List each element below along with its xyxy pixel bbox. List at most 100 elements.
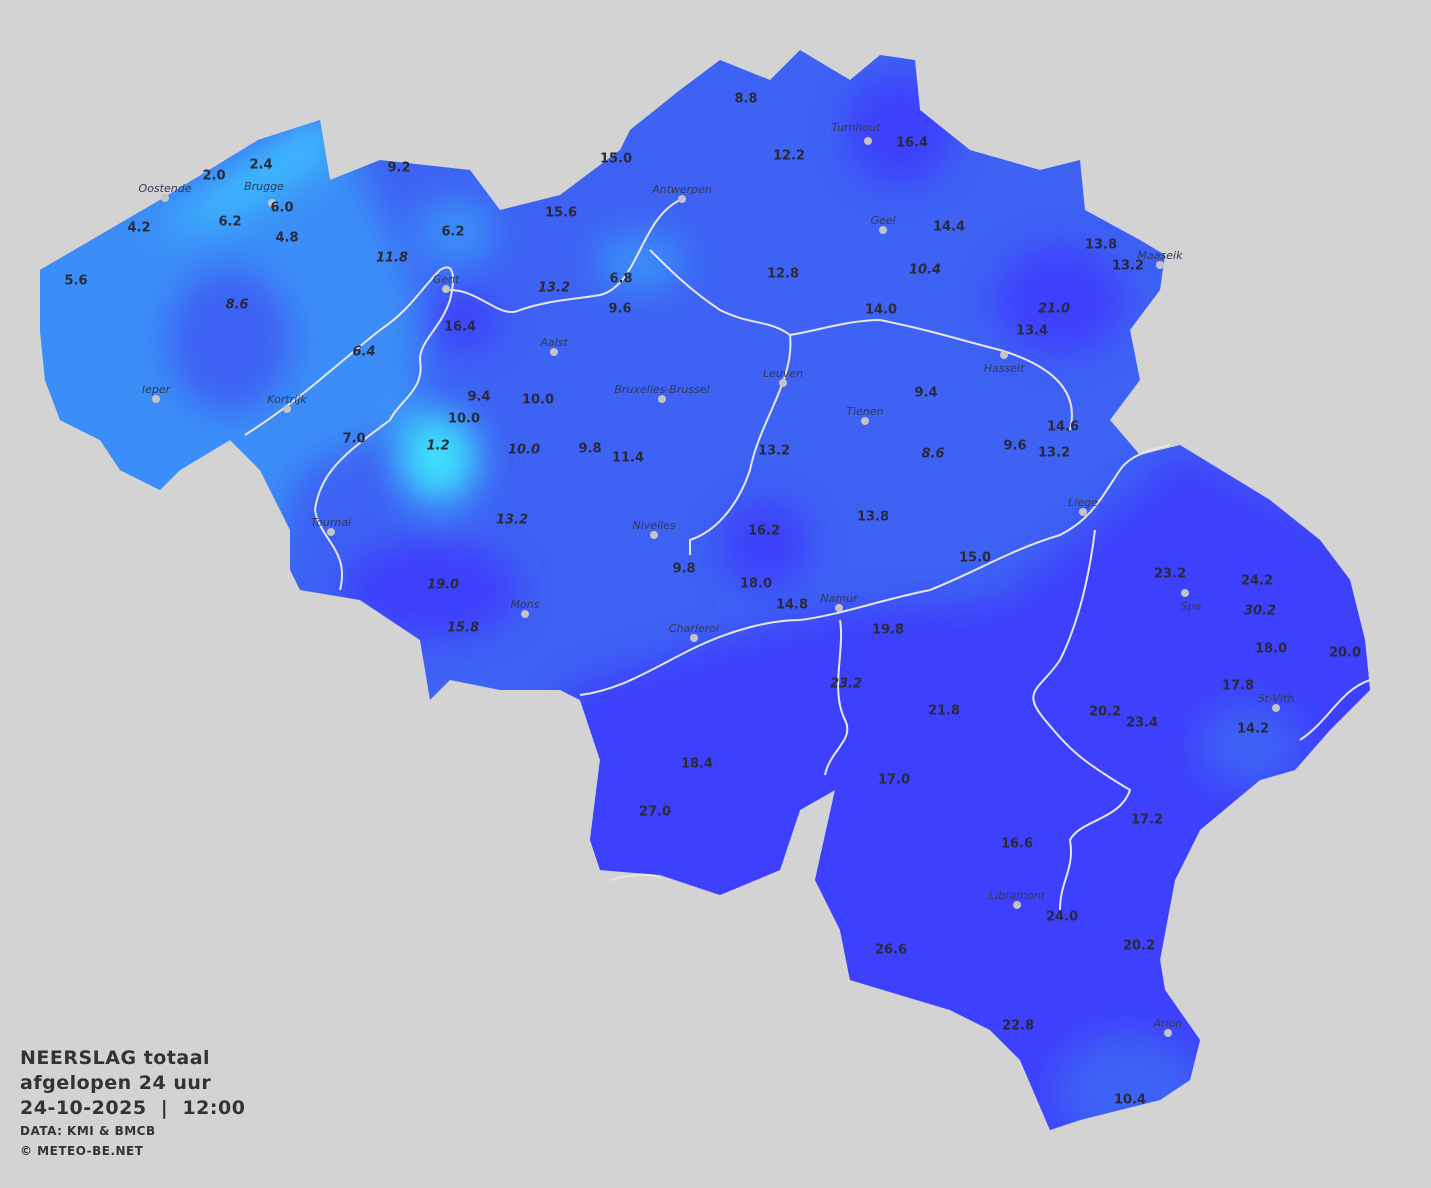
- precipitation-value: 9.6: [608, 301, 632, 317]
- data-source: DATA: KMI & BMCB: [20, 1124, 156, 1138]
- precipitation-value: 5.6: [64, 273, 88, 289]
- city-name: Aalst: [540, 336, 568, 349]
- precipitation-value: 18.0: [1254, 641, 1288, 657]
- precipitation-value: 13.2: [1037, 445, 1071, 461]
- precipitation-value: 24.2: [1240, 573, 1274, 589]
- precipitation-value: 26.6: [874, 942, 908, 958]
- city-name: Leuven: [762, 367, 804, 380]
- precipitation-value: 23.2: [829, 676, 863, 692]
- copyright: © METEO-BE.NET: [20, 1144, 144, 1158]
- precipitation-value: 15.0: [599, 151, 633, 167]
- city-dot-icon: [283, 405, 291, 413]
- precipitation-value: 19.8: [871, 622, 905, 638]
- precipitation-value: 13.2: [537, 280, 571, 296]
- precipitation-value: 13.2: [757, 443, 791, 459]
- precipitation-value: 17.2: [1130, 812, 1164, 828]
- city-name: Ieper: [141, 383, 171, 396]
- precipitation-value: 6.0: [270, 200, 294, 216]
- city-dot-icon: [550, 348, 558, 356]
- precipitation-value: 1.2: [426, 438, 450, 454]
- city-dot-icon: [779, 379, 787, 387]
- precipitation-value: 9.8: [672, 561, 696, 577]
- city-dot-icon: [442, 285, 450, 293]
- precipitation-value: 13.2: [1111, 258, 1145, 274]
- city-dot-icon: [1000, 351, 1008, 359]
- city-dot-icon: [521, 610, 529, 618]
- city-dot-icon: [1079, 508, 1087, 516]
- precipitation-value: 20.2: [1122, 938, 1156, 954]
- precipitation-value: 10.0: [447, 411, 481, 427]
- precipitation-value: 14.2: [1236, 721, 1270, 737]
- precipitation-value: 9.6: [1003, 438, 1027, 454]
- precipitation-value: 16.6: [1000, 836, 1034, 852]
- precipitation-value: 18.4: [680, 756, 714, 772]
- precipitation-value: 2.4: [249, 157, 273, 173]
- city-name: Mons: [510, 598, 540, 611]
- precipitation-value: 13.4: [1015, 323, 1049, 339]
- city-dot-icon: [690, 634, 698, 642]
- title-line-1: NEERSLAG totaal: [20, 1047, 211, 1069]
- city-name: Arlon: [1153, 1017, 1183, 1030]
- map-legend: NEERSLAG totaal afgelopen 24 uur 24-10-2…: [20, 1046, 245, 1161]
- precipitation-value: 6.8: [609, 271, 633, 287]
- city-name: Liege: [1068, 496, 1098, 509]
- precipitation-value: 4.8: [275, 230, 299, 246]
- precipitation-value: 10.0: [507, 442, 541, 458]
- precipitation-value: 22.8: [1001, 1018, 1035, 1034]
- precipitation-value: 13.8: [856, 509, 890, 525]
- precipitation-value: 10.0: [521, 392, 555, 408]
- precipitation-value: 21.0: [1037, 301, 1071, 317]
- precipitation-value: 6.4: [352, 344, 376, 360]
- precipitation-value: 13.2: [495, 512, 529, 528]
- city-name: Hasselt: [983, 362, 1025, 375]
- city-dot-icon: [835, 604, 843, 612]
- city-dot-icon: [1181, 589, 1189, 597]
- city-name: Oostende: [138, 182, 192, 195]
- precipitation-value: 23.2: [1153, 566, 1187, 582]
- city-dot-icon: [327, 528, 335, 536]
- datetime: 24-10-2025 | 12:00: [20, 1097, 246, 1119]
- precipitation-value: 17.8: [1221, 678, 1255, 694]
- city-name: Maaseik: [1137, 249, 1183, 262]
- city-dot-icon: [161, 194, 169, 202]
- precipitation-value: 15.0: [958, 550, 992, 566]
- city-name: Tournai: [310, 516, 352, 529]
- rivers: [244, 199, 1371, 911]
- precipitation-value: 23.4: [1125, 715, 1159, 731]
- precipitation-value: 14.0: [864, 302, 898, 318]
- precipitation-value: 2.0: [202, 168, 226, 184]
- precipitation-value: 7.0: [342, 431, 366, 447]
- city-name: Charleroi: [668, 622, 720, 635]
- city-name: St-Vith: [1257, 692, 1295, 705]
- city-dot-icon: [650, 531, 658, 539]
- precipitation-value: 6.2: [441, 224, 465, 240]
- precipitation-value: 9.8: [578, 441, 602, 457]
- precipitation-value: 24.0: [1045, 909, 1079, 925]
- precipitation-value: 13.8: [1084, 237, 1118, 253]
- precipitation-value: 30.2: [1243, 603, 1277, 619]
- city-dot-icon: [1164, 1029, 1172, 1037]
- precipitation-value: 9.2: [387, 160, 411, 176]
- precipitation-value: 8.6: [225, 297, 249, 313]
- city-dot-icon: [1156, 261, 1164, 269]
- city-name: Brugge: [244, 180, 284, 193]
- precipitation-value: 6.2: [218, 214, 242, 230]
- city-name: Namur: [820, 592, 858, 605]
- precipitation-value: 16.4: [895, 135, 929, 151]
- city-name: Libramont: [988, 889, 1046, 902]
- city-dot-icon: [864, 137, 872, 145]
- title-line-2: afgelopen 24 uur: [20, 1072, 212, 1094]
- city-dot-icon: [678, 195, 686, 203]
- precipitation-value: 11.4: [611, 450, 645, 466]
- precipitation-value: 14.8: [775, 597, 809, 613]
- city-name: Nivelles: [632, 519, 676, 532]
- city-name: Spa: [1180, 600, 1202, 613]
- city-name: Antwerpen: [652, 183, 712, 196]
- precipitation-value: 17.0: [877, 772, 911, 788]
- precipitation-value: 14.4: [932, 219, 966, 235]
- precipitation-value: 12.8: [766, 266, 800, 282]
- precipitation-value: 15.8: [446, 620, 480, 636]
- city-dot-icon: [1272, 704, 1280, 712]
- city-dot-icon: [152, 395, 160, 403]
